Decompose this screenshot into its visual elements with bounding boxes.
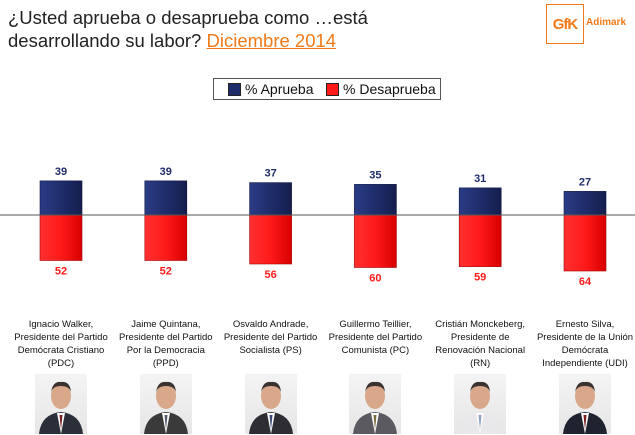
- data-label-approve-0: 39: [55, 166, 67, 178]
- legend-item-disapprove: % Desaprueba: [326, 79, 436, 99]
- category-label-5: Ernesto Silva, Presidente de la Unión De…: [536, 319, 634, 369]
- data-label-disapprove-0: 52: [55, 266, 67, 278]
- bar-approve-4: [458, 187, 502, 216]
- data-label-disapprove-3: 60: [369, 273, 381, 285]
- legend-swatch-disapprove: [326, 82, 339, 96]
- category-label-4: Cristián Monckeberg, Presidente de Renov…: [435, 319, 526, 369]
- legend-label-approve: % Aprueba: [245, 81, 314, 97]
- chart-title: ¿Usted aprueba o desaprueba como …está d…: [8, 6, 548, 52]
- category-label-0: Ignacio Walker, Presidente del Partido D…: [14, 319, 108, 369]
- portrait-photo-2: [244, 374, 297, 434]
- bar-approve-5: [563, 191, 607, 216]
- chart-legend: % Aprueba % Desaprueba: [213, 78, 441, 100]
- legend-item-approve: % Aprueba: [228, 79, 314, 99]
- portrait-photo-3: [349, 374, 402, 434]
- data-label-approve-3: 35: [369, 169, 381, 181]
- title-line-1: ¿Usted aprueba o desaprueba como …está: [8, 7, 368, 28]
- bar-approve-3: [354, 184, 397, 216]
- data-label-disapprove-4: 59: [474, 272, 486, 284]
- category-label-2: Osvaldo Andrade, Presidente del Partido …: [223, 319, 318, 356]
- category-label-1: Jaime Quintana, Presidente del Partido P…: [119, 319, 213, 369]
- legend-swatch-approve: [228, 82, 241, 96]
- portrait-photo-5: [559, 374, 611, 434]
- bar-disapprove-0: [39, 214, 83, 261]
- bar-disapprove-1: [144, 214, 188, 261]
- bar-approve-0: [39, 180, 83, 216]
- title-date: Diciembre 2014: [206, 30, 337, 51]
- bar-disapprove-5: [563, 214, 607, 272]
- bar-disapprove-2: [249, 214, 292, 265]
- data-label-disapprove-5: 64: [579, 276, 592, 288]
- bar-approve-2: [249, 182, 292, 216]
- portrait-photo-4: [454, 374, 507, 434]
- data-label-approve-4: 31: [474, 173, 486, 185]
- portrait-photo-1: [139, 374, 192, 434]
- data-label-approve-2: 37: [264, 168, 276, 180]
- title-line-2: desarrollando su labor?: [8, 30, 202, 51]
- portrait-photo-0: [35, 374, 87, 434]
- data-label-disapprove-2: 56: [264, 269, 276, 281]
- bar-disapprove-4: [458, 214, 502, 267]
- category-label-3: Guillermo Teillier, Presidente del Parti…: [328, 319, 423, 356]
- bar-approve-1: [144, 180, 188, 216]
- data-label-approve-5: 27: [579, 176, 591, 188]
- adimark-logo-text: Adimark: [586, 17, 627, 28]
- legend-label-disapprove: % Desaprueba: [343, 81, 436, 97]
- gfk-adimark-logo: GfK Adimark: [546, 4, 632, 46]
- data-label-approve-1: 39: [160, 166, 172, 178]
- gfk-logo-mark: GfK: [546, 4, 584, 44]
- bar-disapprove-3: [354, 214, 397, 268]
- data-label-disapprove-1: 52: [160, 266, 172, 278]
